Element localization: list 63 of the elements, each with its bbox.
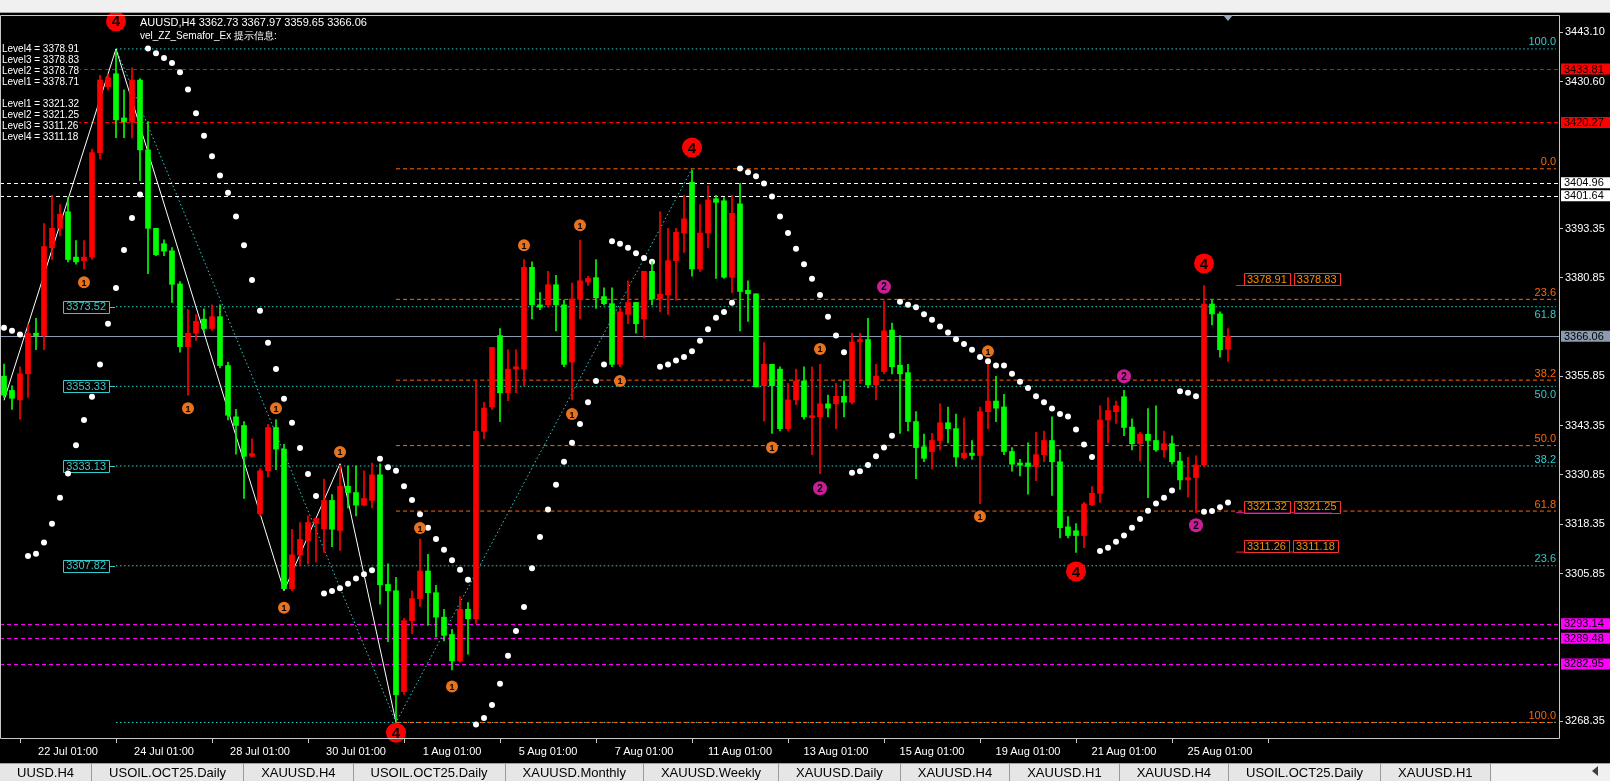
x-tick-label: 1 Aug 01:00 xyxy=(422,744,482,757)
x-tick-label: 28 Jul 01:00 xyxy=(230,744,290,757)
series-label: 61.8 xyxy=(1534,308,1557,321)
text: USOIL.OCT25.Daily xyxy=(1229,764,1382,781)
y-tick-label: 3343.35 xyxy=(1565,418,1605,431)
ref-line-label: 3401.64 xyxy=(1564,189,1604,202)
ref-line-label: 3289.48 xyxy=(1564,631,1604,644)
series-label: 38.2 xyxy=(1534,366,1557,379)
ref-line-label: 3420.27 xyxy=(1564,115,1604,128)
ref-line-label: 3293.14 xyxy=(1564,617,1604,630)
series-label: 38.2 xyxy=(1534,452,1557,465)
x-tick-label: 30 Jul 01:00 xyxy=(326,744,386,757)
x-tick-label: 19 Aug 01:00 xyxy=(995,744,1061,757)
y-tick-label: 3355.85 xyxy=(1565,369,1605,382)
text: XAUUSD.H1 xyxy=(1381,764,1491,781)
annotation: 3321.32 xyxy=(1247,500,1287,513)
text: XAUUSD.Weekly xyxy=(643,764,780,781)
y-tick-label: 3380.85 xyxy=(1565,270,1605,283)
series-label: 0.0 xyxy=(1540,155,1557,168)
ref-line-label: 3282.95 xyxy=(1564,657,1604,670)
annotation: 3378.91 xyxy=(1247,273,1287,286)
ref-line-label: 3404.96 xyxy=(1564,176,1604,189)
text: XAUUSD.H4 xyxy=(900,764,1011,781)
x-tick-label: 7 Aug 01:00 xyxy=(614,744,674,757)
x-tick-label: 21 Aug 01:00 xyxy=(1091,744,1157,757)
y-tick-label: 3443.10 xyxy=(1565,25,1605,38)
y-tick-label: 3393.35 xyxy=(1565,221,1605,234)
annotation: 3311.26 xyxy=(1247,539,1286,552)
text: XAUUSD.H4 xyxy=(1119,764,1230,781)
series-label: 23.6 xyxy=(1534,552,1557,565)
text: XAUUSD.Daily xyxy=(779,764,901,781)
text: 4 xyxy=(391,723,401,741)
x-tick-label: 13 Aug 01:00 xyxy=(803,744,869,757)
text: UUSD.H4 xyxy=(0,764,93,781)
annotation: 3321.25 xyxy=(1296,500,1337,513)
x-tick-label: 24 Jul 01:00 xyxy=(134,744,194,757)
x-tick-label: 22 Jul 01:00 xyxy=(38,744,98,757)
chart-title: AUUSD,H4 3362.73 3367.97 3359.65 3366.06 xyxy=(140,15,367,28)
x-tick-label: 15 Aug 01:00 xyxy=(899,744,965,757)
text: XAUUSD.Monthly xyxy=(505,764,644,781)
series-label: 23.6 xyxy=(1534,285,1557,298)
text: 4 xyxy=(111,12,121,30)
annotation: 3378.83 xyxy=(1296,273,1337,286)
y-tick-label: 3430.60 xyxy=(1565,74,1605,87)
text: USOIL.OCT25.Daily xyxy=(92,764,245,781)
x-tick-label: 11 Aug 01:00 xyxy=(707,744,773,757)
ref-line-label: 3433.81 xyxy=(1564,62,1604,75)
series-label: 50.0 xyxy=(1534,387,1557,400)
annotation: 3311.18 xyxy=(1295,539,1335,552)
text: XAUUSD.H4 xyxy=(244,764,354,781)
y-tick-label: 3318.35 xyxy=(1565,517,1605,530)
y-tick-label: 3330.85 xyxy=(1565,468,1605,481)
y-tick-label: 3305.85 xyxy=(1565,566,1605,579)
text: USOIL.OCT25.Daily xyxy=(353,764,506,781)
series-label: 100.0 xyxy=(1528,35,1556,48)
x-tick-label: 25 Aug 01:00 xyxy=(1187,744,1253,757)
y-tick-label: 3268.35 xyxy=(1565,714,1605,727)
x-tick-label: 5 Aug 01:00 xyxy=(518,744,578,757)
ref-line-label: 3366.06 xyxy=(1564,329,1604,342)
text: XAUUSD.H1 xyxy=(1010,764,1120,781)
series-label: 50.0 xyxy=(1534,432,1557,445)
series-label: 61.8 xyxy=(1534,497,1557,510)
series-label: 100.0 xyxy=(1528,708,1556,721)
